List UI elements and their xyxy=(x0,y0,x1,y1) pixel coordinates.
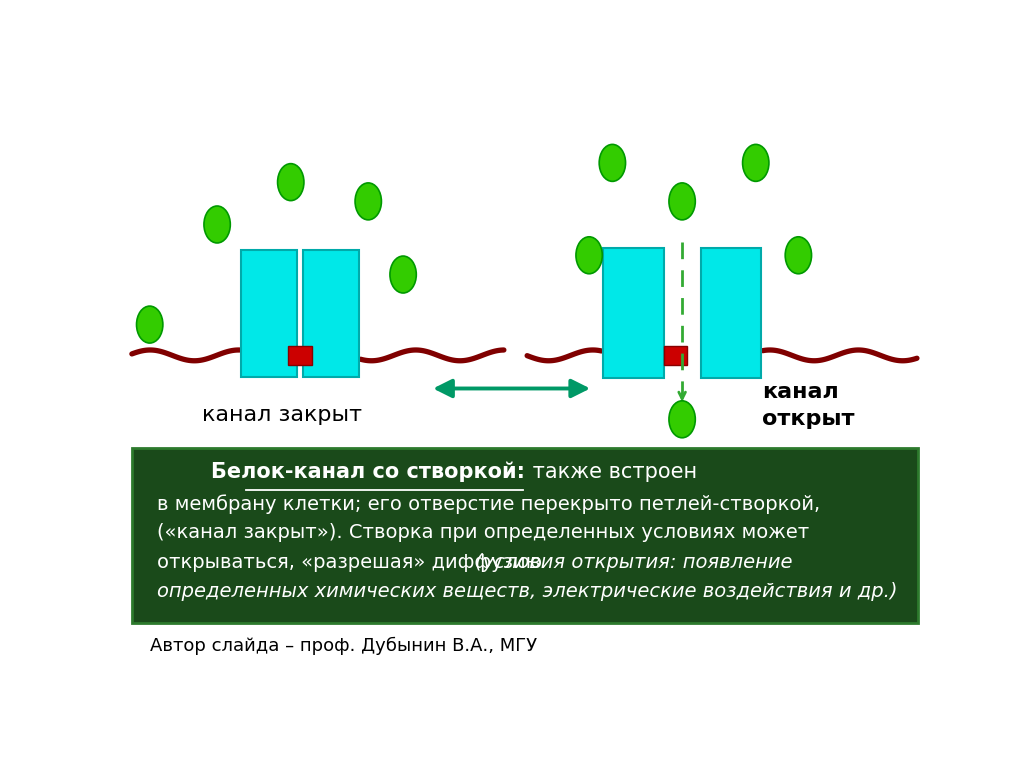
Text: открываться, «разрешая» диффузию: открываться, «разрешая» диффузию xyxy=(158,552,549,571)
Ellipse shape xyxy=(390,256,417,293)
Ellipse shape xyxy=(742,144,769,181)
Text: (условия открытия: появление: (условия открытия: появление xyxy=(475,552,793,571)
FancyBboxPatch shape xyxy=(700,249,761,377)
FancyBboxPatch shape xyxy=(664,346,687,364)
Ellipse shape xyxy=(136,306,163,343)
Text: открыт: открыт xyxy=(762,410,854,430)
FancyBboxPatch shape xyxy=(289,346,311,364)
FancyBboxPatch shape xyxy=(303,249,359,377)
Ellipse shape xyxy=(669,401,695,438)
Ellipse shape xyxy=(785,237,812,274)
Text: канал закрыт: канал закрыт xyxy=(202,406,361,426)
Text: канал: канал xyxy=(762,382,839,403)
Ellipse shape xyxy=(599,144,626,181)
Text: также встроен: также встроен xyxy=(526,462,697,482)
Ellipse shape xyxy=(575,237,602,274)
Ellipse shape xyxy=(278,163,304,201)
FancyBboxPatch shape xyxy=(241,249,297,377)
Text: Автор слайда – проф. Дубынин В.А., МГУ: Автор слайда – проф. Дубынин В.А., МГУ xyxy=(150,637,537,655)
Text: определенных химических веществ, электрические воздействия и др.): определенных химических веществ, электри… xyxy=(158,581,898,601)
Ellipse shape xyxy=(355,183,381,220)
FancyBboxPatch shape xyxy=(132,448,918,623)
Text: («канал закрыт»). Створка при определенных условиях может: («канал закрыт»). Створка при определенн… xyxy=(158,523,810,542)
Ellipse shape xyxy=(669,183,695,220)
Text: в мембрану клетки; его отверстие перекрыто петлей-створкой,: в мембрану клетки; его отверстие перекры… xyxy=(158,494,820,514)
Ellipse shape xyxy=(204,206,230,243)
Text: Белок-канал со створкой:: Белок-канал со створкой: xyxy=(211,462,524,482)
FancyBboxPatch shape xyxy=(603,249,664,377)
